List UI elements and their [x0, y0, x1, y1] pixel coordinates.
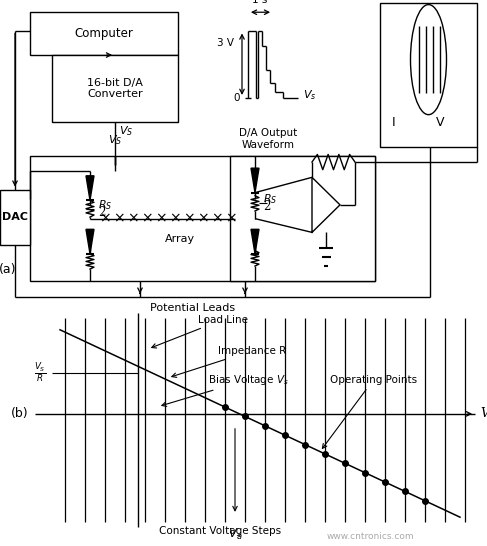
Bar — [30, 156, 375, 281]
Text: 0: 0 — [233, 93, 240, 103]
Polygon shape — [86, 176, 94, 200]
Text: DAC: DAC — [2, 212, 28, 222]
Text: Impedance R: Impedance R — [172, 346, 286, 377]
Text: www.cntronics.com: www.cntronics.com — [326, 532, 414, 541]
Text: Load Line: Load Line — [152, 314, 248, 348]
Text: ×: × — [183, 212, 195, 225]
Bar — [380, 3, 477, 147]
Text: ×: × — [169, 212, 181, 225]
Text: (b): (b) — [11, 407, 29, 420]
Text: ×: × — [127, 212, 139, 225]
Text: ×: × — [141, 212, 153, 225]
Text: 1 s: 1 s — [252, 0, 268, 5]
Text: Array: Array — [165, 234, 195, 244]
Text: $\frac{V_S}{R}$: $\frac{V_S}{R}$ — [34, 361, 46, 385]
Text: Computer: Computer — [75, 27, 133, 40]
Polygon shape — [251, 168, 259, 193]
Text: ×: × — [225, 212, 237, 225]
Bar — [0, 189, 30, 245]
Bar — [52, 55, 178, 122]
Bar — [30, 12, 178, 55]
Bar — [230, 156, 375, 281]
Text: 2: 2 — [263, 200, 270, 213]
Text: ×: × — [197, 212, 209, 225]
Text: 2: 2 — [98, 206, 105, 219]
Text: $R_S$: $R_S$ — [263, 192, 278, 206]
Text: Constant Voltage Steps: Constant Voltage Steps — [159, 526, 281, 536]
Text: ×: × — [113, 212, 125, 225]
Text: Bias Voltage $V_s$: Bias Voltage $V_s$ — [162, 372, 289, 406]
Text: V: V — [436, 116, 444, 129]
Text: $V_a$: $V_a$ — [228, 527, 242, 542]
Text: V: V — [480, 407, 487, 420]
Text: (a): (a) — [0, 263, 17, 276]
Text: ×: × — [155, 212, 167, 225]
Text: Potential Leads: Potential Leads — [150, 302, 235, 313]
Text: $V_S$: $V_S$ — [119, 124, 133, 138]
Text: 3 V: 3 V — [217, 38, 234, 48]
Text: $R_S$: $R_S$ — [98, 198, 112, 212]
Text: I: I — [392, 116, 396, 129]
Polygon shape — [251, 229, 259, 254]
Text: $V_s$: $V_s$ — [303, 88, 317, 102]
Text: ×: × — [99, 212, 111, 225]
Polygon shape — [86, 229, 94, 254]
Text: $V_S$: $V_S$ — [108, 133, 122, 147]
Text: ×: × — [211, 212, 223, 225]
Text: Operating Points: Operating Points — [322, 375, 417, 448]
Text: D/A Output
Waveform: D/A Output Waveform — [239, 128, 297, 150]
Text: 16-bit D/A
Converter: 16-bit D/A Converter — [87, 78, 143, 99]
